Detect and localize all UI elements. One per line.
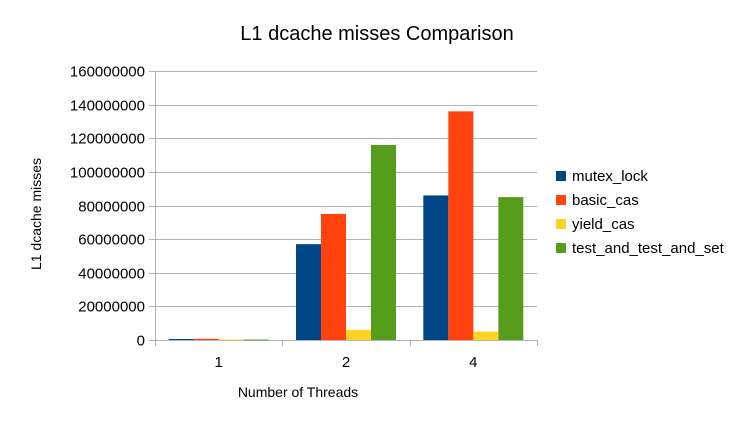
legend-swatch-yield_cas bbox=[556, 219, 566, 229]
bar-mutex_lock-4 bbox=[423, 195, 449, 340]
y-tick-label: 80000000 bbox=[78, 199, 145, 216]
bar-yield_cas-1 bbox=[218, 339, 244, 341]
legend-swatch-mutex_lock bbox=[556, 171, 566, 181]
x-tick-label: 4 bbox=[469, 354, 477, 371]
bar-test_and_test_and_set-4 bbox=[498, 197, 524, 340]
legend-label-yield_cas: yield_cas bbox=[572, 216, 635, 233]
bar-test_and_test_and_set-1 bbox=[243, 339, 269, 341]
grid-lines bbox=[155, 71, 537, 341]
y-tick-label: 60000000 bbox=[78, 232, 145, 249]
bar-basic_cas-4 bbox=[448, 111, 474, 340]
y-tick-label: 20000000 bbox=[78, 299, 145, 316]
x-axis-label: Number of Threads bbox=[238, 384, 358, 400]
y-axis-label: L1 dcache misses bbox=[28, 158, 44, 270]
bar-yield_cas-2 bbox=[346, 329, 371, 340]
chart-title: L1 dcache misses Comparison bbox=[240, 23, 513, 45]
x-tick-labels: 1 2 4 bbox=[214, 354, 477, 371]
axes bbox=[149, 71, 538, 346]
bar-basic_cas-1 bbox=[193, 338, 219, 340]
y-tick-labels: 0 20000000 40000000 60000000 80000000 1000000… bbox=[70, 64, 145, 350]
bar-yield_cas-4 bbox=[473, 331, 499, 340]
y-tick-label: 40000000 bbox=[78, 266, 145, 283]
legend-swatch-test_and_test_and_set bbox=[556, 243, 566, 253]
legend-label-test_and_test_and_set: test_and_test_and_set bbox=[572, 240, 725, 257]
bar-mutex_lock-2 bbox=[296, 244, 321, 340]
legend: mutex_lock basic_cas yield_cas test_and_tes… bbox=[556, 168, 725, 257]
legend-swatch-basic_cas bbox=[556, 195, 566, 205]
x-tick-label: 1 bbox=[214, 354, 222, 371]
y-tick-label: 140000000 bbox=[70, 98, 145, 115]
bar-basic_cas-2 bbox=[321, 213, 346, 340]
legend-label-basic_cas: basic_cas bbox=[572, 192, 639, 209]
x-tick-label: 2 bbox=[342, 354, 350, 371]
legend-label-mutex_lock: mutex_lock bbox=[572, 168, 648, 185]
bars bbox=[168, 111, 524, 341]
y-tick-label: 160000000 bbox=[70, 64, 145, 81]
bar-test_and_test_and_set-2 bbox=[371, 144, 396, 340]
y-tick-label: 120000000 bbox=[70, 131, 145, 148]
y-tick-label: 100000000 bbox=[70, 165, 145, 182]
bar-mutex_lock-1 bbox=[168, 338, 194, 340]
y-tick-label: 0 bbox=[137, 333, 145, 350]
